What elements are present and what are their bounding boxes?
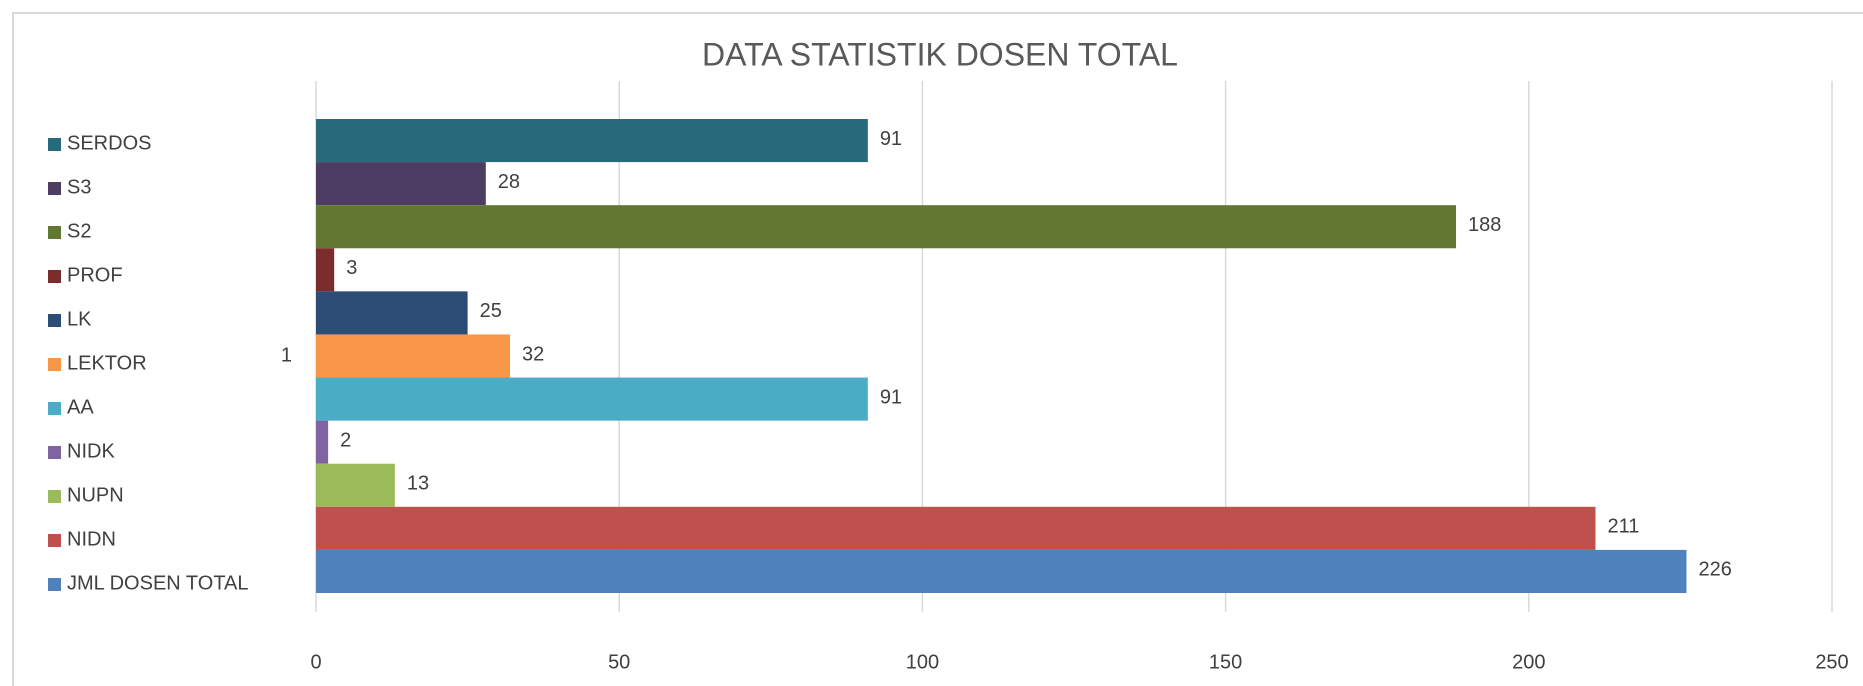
legend-label: JML DOSEN TOTAL [67,572,249,594]
x-tick-label: 0 [310,651,321,673]
data-label: 3 [346,257,357,279]
data-label: 2 [340,429,351,451]
legend-label: S2 [67,220,91,242]
x-tick-label: 50 [608,651,630,673]
legend-label: AA [67,396,94,418]
bar [316,162,486,206]
legend-label: NUPN [67,484,124,506]
data-label: 13 [407,473,429,495]
legend-swatch [48,270,61,283]
x-tick-label: 100 [906,651,939,673]
legend-swatch [48,578,61,591]
data-label: 91 [880,128,902,150]
legend-swatch [48,226,61,239]
legend-swatch [48,314,61,327]
legend-swatch [48,138,61,151]
bar [316,334,511,378]
legend-label: LK [67,308,92,330]
legend-label: PROF [67,264,123,286]
bar [316,205,1457,249]
data-label: 188 [1468,214,1501,236]
legend-swatch [48,446,61,459]
bar [316,248,335,292]
bar [316,377,868,421]
legend-swatch [48,534,61,547]
legend-swatch [48,182,61,195]
legend-label: S3 [67,176,91,198]
legend-label: NIDN [67,528,116,550]
category-label: 1 [281,344,292,366]
data-label: 91 [880,386,902,408]
bar [316,549,1687,593]
legend-swatch [48,402,61,415]
bar [316,291,468,335]
bar [316,506,1596,550]
data-label: 25 [480,300,502,322]
data-label: 211 [1608,516,1640,538]
legend-swatch [48,490,61,503]
bar [316,119,868,163]
legend-label: SERDOS [67,132,151,154]
x-tick-label: 150 [1209,651,1242,673]
data-label: 28 [498,171,520,193]
x-tick-label: 200 [1512,651,1545,673]
legend-label: LEKTOR [67,352,147,374]
data-label: 226 [1698,559,1731,581]
data-label: 32 [522,343,544,365]
bar [316,463,395,507]
bar [316,420,329,464]
legend-swatch [48,358,61,371]
chart-title: DATA STATISTIK DOSEN TOTAL [702,36,1178,72]
x-tick-label: 250 [1815,651,1848,673]
legend-label: NIDK [67,440,115,462]
